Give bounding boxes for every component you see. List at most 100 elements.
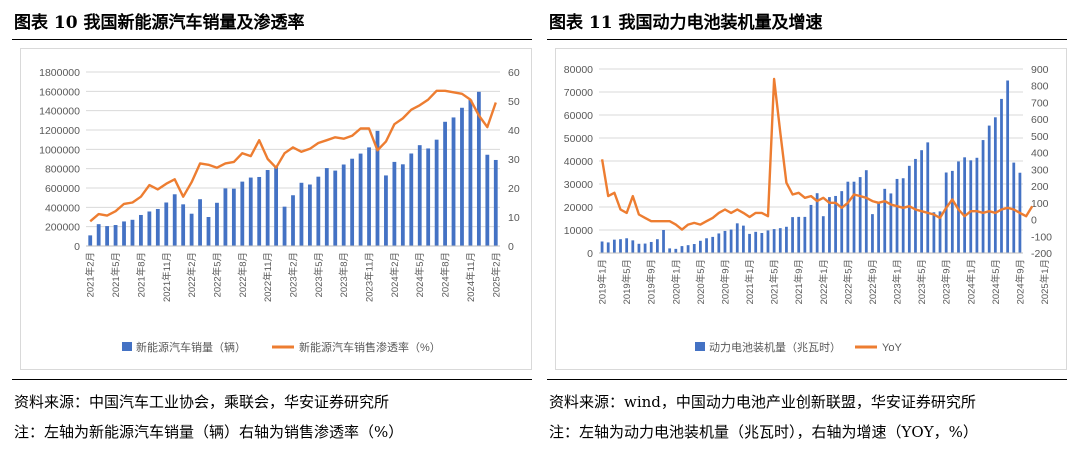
bar bbox=[705, 238, 708, 253]
line-series bbox=[89, 89, 497, 223]
bar bbox=[625, 238, 629, 253]
x-tick-label: 2023年9月 bbox=[941, 259, 953, 304]
bar bbox=[674, 248, 678, 253]
bar bbox=[476, 91, 481, 246]
bar bbox=[443, 121, 447, 246]
x-tick-label: 2022年1月 bbox=[818, 259, 830, 304]
bar bbox=[791, 217, 794, 253]
bar bbox=[864, 170, 868, 253]
bar bbox=[206, 217, 211, 246]
bar bbox=[358, 153, 363, 246]
bar bbox=[699, 240, 702, 253]
bar bbox=[341, 164, 346, 246]
y-right-tick-label: -100 bbox=[1031, 231, 1052, 243]
legend-line-label: YoY bbox=[882, 342, 902, 354]
x-tick-label: 2024年9月 bbox=[1014, 259, 1026, 304]
bar bbox=[324, 168, 329, 246]
x-tick-label: 2024年5月 bbox=[414, 252, 426, 297]
panel-battery-install: 图表 11 我国动力电池装机量及增速 0 10000 20000 30000 40000… bbox=[547, 0, 1067, 451]
x-tick-label: 2020年9月 bbox=[719, 259, 731, 304]
title-rule bbox=[547, 39, 1067, 40]
y-right-tick-label: 100 bbox=[1031, 198, 1049, 210]
y-left-tick-label: 1200000 bbox=[39, 125, 80, 137]
bar bbox=[105, 226, 110, 246]
bar bbox=[785, 226, 788, 253]
x-tick-label: 2020年5月 bbox=[695, 259, 707, 304]
x-tick-label: 2021年5月 bbox=[769, 259, 781, 304]
bar bbox=[883, 188, 887, 253]
x-tick-label: 2024年5月 bbox=[990, 259, 1002, 304]
y-left-tick-label: 600000 bbox=[45, 183, 80, 195]
y-left-tick-label: 800000 bbox=[45, 164, 80, 176]
y-right-tick-label: 400 bbox=[1031, 148, 1049, 160]
bar bbox=[766, 230, 770, 253]
legend-line-label: 新能源汽车销售渗透率（%） bbox=[299, 340, 441, 354]
x-tick-label: 2024年2月 bbox=[389, 252, 401, 297]
bar bbox=[240, 181, 245, 246]
bar bbox=[88, 235, 93, 246]
x-tick-label: 2025年1月 bbox=[1039, 259, 1051, 304]
bar bbox=[662, 230, 665, 253]
bar bbox=[871, 214, 874, 253]
chart-area: 0 10000 20000 30000 40000 50000 60000 70000 8000… bbox=[555, 48, 1067, 370]
bar bbox=[797, 216, 801, 253]
bar bbox=[772, 229, 776, 253]
bar bbox=[164, 202, 169, 246]
bar bbox=[643, 243, 647, 253]
x-tick-label: 2023年8月 bbox=[338, 252, 350, 297]
bar bbox=[384, 175, 388, 246]
bar bbox=[803, 216, 807, 253]
y-left-tick-label: 80000 bbox=[564, 64, 593, 76]
axis-note: 注：左轴为新能源汽车销量（辆）右轴为销售渗透率（%） bbox=[14, 423, 404, 441]
bar bbox=[307, 184, 312, 246]
legend-bar-label: 新能源汽车销量（辆） bbox=[136, 340, 246, 354]
bar bbox=[485, 154, 490, 246]
y-left-tick-label: 0 bbox=[587, 248, 593, 260]
bar bbox=[1012, 162, 1016, 253]
bar bbox=[858, 177, 862, 253]
bar bbox=[619, 239, 622, 253]
y-left-tick-label: 1400000 bbox=[39, 106, 80, 118]
bar bbox=[828, 197, 831, 253]
bar bbox=[375, 130, 380, 246]
x-tick-label: 2021年8月 bbox=[135, 252, 147, 297]
bar bbox=[680, 246, 684, 253]
bar bbox=[649, 241, 653, 253]
bar bbox=[468, 99, 473, 246]
chart-area: 0 200000 400000 600000 800000 1000000 1200000 1… bbox=[20, 48, 532, 370]
panel-title: 图表 10 我国新能源汽车销量及渗透率 bbox=[14, 13, 305, 33]
x-tick-label: 2023年5月 bbox=[313, 252, 325, 297]
bar bbox=[451, 117, 456, 246]
x-tick-label: 2025年2月 bbox=[490, 252, 502, 297]
bar bbox=[282, 206, 287, 246]
bar bbox=[834, 195, 837, 253]
x-tick-label: 2019年1月 bbox=[597, 259, 609, 304]
bar bbox=[299, 182, 304, 246]
source-note: 资料来源：中国汽车工业协会，乘联会，华安证券研究所 bbox=[14, 393, 390, 411]
x-tick-label: 2020年1月 bbox=[670, 259, 682, 304]
footer-rule bbox=[12, 379, 532, 380]
bar bbox=[729, 229, 733, 253]
y-right-tick-label: 30 bbox=[508, 154, 520, 166]
bar bbox=[944, 172, 948, 253]
bar bbox=[938, 211, 942, 253]
bar bbox=[815, 193, 819, 253]
y-right-tick-label: 800 bbox=[1031, 81, 1049, 93]
x-tick-label: 2019年9月 bbox=[646, 259, 658, 304]
bar bbox=[417, 145, 422, 246]
bar bbox=[367, 147, 371, 246]
bar bbox=[493, 159, 498, 246]
y-left-tick-label: 1000000 bbox=[39, 144, 80, 156]
y-left-tick-label: 0 bbox=[74, 241, 80, 253]
bar bbox=[655, 239, 659, 253]
x-tick-label: 2022年5月 bbox=[211, 252, 223, 297]
bar bbox=[932, 212, 936, 253]
y-left-tick-label: 40000 bbox=[564, 156, 593, 168]
x-tick-label: 2022年8月 bbox=[237, 252, 249, 297]
bar bbox=[920, 150, 923, 253]
bar bbox=[901, 178, 905, 253]
bar bbox=[223, 188, 228, 246]
bar bbox=[840, 191, 844, 253]
y-left-tick-label: 30000 bbox=[564, 179, 593, 191]
bar bbox=[717, 233, 721, 253]
